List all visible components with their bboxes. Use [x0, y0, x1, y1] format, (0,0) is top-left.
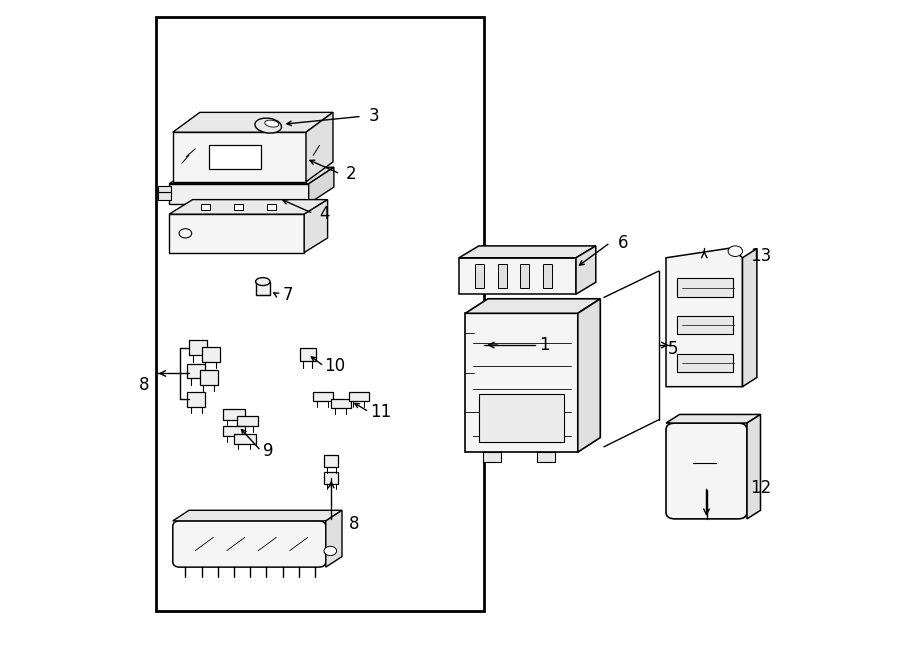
Polygon shape — [169, 214, 304, 253]
Polygon shape — [173, 112, 333, 132]
Polygon shape — [747, 414, 760, 519]
Polygon shape — [578, 299, 600, 452]
Bar — [677, 316, 733, 334]
Bar — [202, 347, 220, 362]
Bar — [537, 452, 555, 462]
Bar — [324, 455, 338, 467]
Ellipse shape — [255, 118, 282, 133]
Bar — [158, 192, 171, 200]
Polygon shape — [326, 510, 342, 567]
Polygon shape — [169, 167, 334, 184]
FancyBboxPatch shape — [173, 521, 326, 567]
Bar — [520, 264, 529, 288]
Bar — [300, 348, 316, 361]
Text: 1: 1 — [539, 336, 550, 354]
Circle shape — [728, 246, 742, 256]
Bar — [349, 392, 369, 401]
Polygon shape — [742, 249, 757, 387]
Bar — [189, 340, 207, 355]
Text: 10: 10 — [324, 357, 346, 375]
Polygon shape — [169, 184, 309, 204]
Text: 3: 3 — [368, 107, 379, 126]
Bar — [158, 186, 171, 192]
Bar — [201, 204, 210, 210]
Text: 8: 8 — [348, 515, 359, 533]
Bar — [543, 264, 552, 288]
Bar — [234, 434, 256, 444]
Bar — [223, 426, 245, 436]
Text: 5: 5 — [668, 340, 679, 358]
Bar — [200, 370, 218, 385]
Text: 6: 6 — [617, 233, 628, 252]
Bar — [498, 264, 507, 288]
Bar — [483, 452, 501, 462]
Polygon shape — [459, 258, 576, 294]
Bar — [331, 399, 351, 408]
Text: 2: 2 — [346, 165, 356, 183]
Bar — [677, 278, 733, 297]
Text: 12: 12 — [750, 479, 771, 497]
Polygon shape — [169, 200, 328, 214]
Bar — [237, 416, 258, 426]
Text: 4: 4 — [319, 204, 329, 223]
Bar — [234, 204, 243, 210]
Circle shape — [179, 229, 192, 238]
Polygon shape — [173, 132, 306, 182]
Polygon shape — [576, 246, 596, 294]
Bar — [267, 204, 276, 210]
Bar — [313, 392, 333, 401]
Text: 9: 9 — [263, 442, 274, 460]
Bar — [209, 145, 261, 169]
Polygon shape — [465, 299, 600, 313]
Polygon shape — [666, 414, 760, 423]
Polygon shape — [309, 167, 334, 204]
Bar — [156, 17, 484, 611]
Text: 13: 13 — [750, 247, 771, 266]
Bar — [324, 472, 338, 484]
Text: 11: 11 — [370, 403, 392, 421]
Ellipse shape — [256, 278, 270, 286]
Polygon shape — [304, 200, 328, 253]
Text: 7: 7 — [283, 286, 293, 304]
FancyBboxPatch shape — [666, 423, 747, 519]
Polygon shape — [666, 248, 742, 387]
Polygon shape — [465, 313, 578, 452]
Bar — [187, 392, 205, 407]
Bar — [677, 354, 733, 372]
Bar — [187, 364, 205, 378]
Bar — [256, 282, 270, 295]
Circle shape — [324, 546, 337, 555]
Ellipse shape — [265, 120, 279, 127]
Polygon shape — [459, 246, 596, 258]
Bar — [475, 264, 484, 288]
Polygon shape — [173, 510, 342, 521]
Polygon shape — [306, 112, 333, 182]
Bar — [479, 393, 564, 442]
Bar — [223, 409, 245, 420]
Text: 8: 8 — [139, 376, 149, 395]
